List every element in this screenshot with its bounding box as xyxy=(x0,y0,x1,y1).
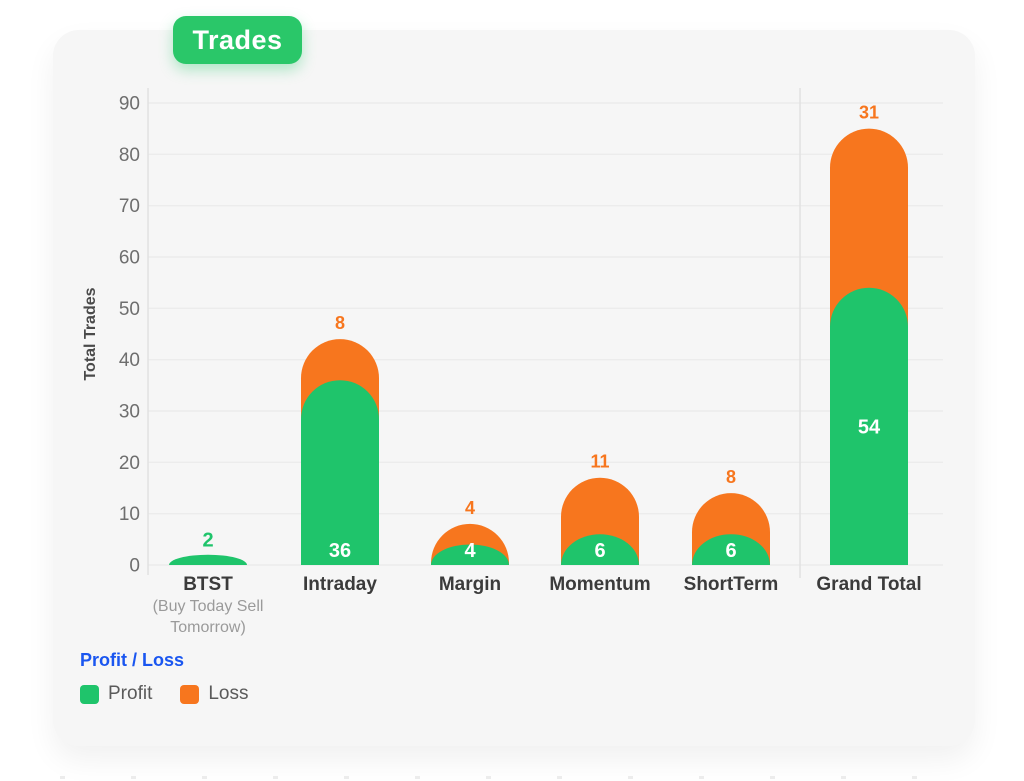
chart-title: Trades xyxy=(192,24,283,55)
loss-swatch-icon xyxy=(180,684,200,704)
category-sublabel: (Buy Today Sell xyxy=(153,598,264,615)
y-tick-label: 70 xyxy=(119,196,140,217)
category-label-margin: Margin xyxy=(439,574,501,595)
legend-title: Profit / Loss xyxy=(80,650,185,670)
legend-item-label: Profit xyxy=(108,683,153,704)
category-sublabel: Tomorrow) xyxy=(170,619,246,636)
legend-row: Profit Loss xyxy=(80,683,249,705)
legend-item-loss[interactable]: Loss xyxy=(180,683,249,705)
bar-segment-profit-intraday[interactable] xyxy=(301,380,379,565)
profit-value-label: 6 xyxy=(725,540,736,562)
cropped-text-artifact xyxy=(60,776,980,779)
y-tick-label: 0 xyxy=(129,556,140,577)
category-label-btst: BTST xyxy=(183,574,233,595)
bar-segment-profit-btst[interactable] xyxy=(169,554,247,565)
y-tick-label: 30 xyxy=(119,402,140,423)
y-tick-label: 10 xyxy=(119,504,140,525)
legend: Profit / Loss Profit Loss xyxy=(80,650,249,705)
loss-value-label: 31 xyxy=(859,103,879,123)
profit-value-label: 4 xyxy=(464,540,476,562)
loss-value-label: 8 xyxy=(726,467,736,487)
category-label-grand-total: Grand Total xyxy=(816,574,921,595)
bar-segment-profit-momentum[interactable] xyxy=(561,534,639,565)
profit-value-label: 2 xyxy=(202,530,213,552)
y-tick-label: 90 xyxy=(119,94,140,115)
y-axis-title: Total Trades xyxy=(82,287,99,380)
loss-value-label: 8 xyxy=(335,313,345,333)
bar-segment-profit-grand-total[interactable] xyxy=(830,287,908,565)
legend-item-profit[interactable]: Profit xyxy=(80,683,152,705)
category-label-momentum: Momentum xyxy=(549,574,650,595)
profit-value-label: 6 xyxy=(594,540,605,562)
category-label-shortterm: ShortTerm xyxy=(684,574,779,595)
legend-item-label: Loss xyxy=(208,683,249,704)
y-tick-label: 40 xyxy=(119,350,140,371)
y-tick-label: 20 xyxy=(119,453,140,474)
profit-value-label: 54 xyxy=(858,416,881,438)
y-tick-label: 60 xyxy=(119,248,140,269)
chart-card xyxy=(53,30,975,746)
loss-value-label: 4 xyxy=(465,498,475,518)
y-tick-label: 80 xyxy=(119,145,140,166)
title-badge: Trades xyxy=(173,16,302,64)
bar-segment-profit-shortterm[interactable] xyxy=(692,534,770,565)
bar-segment-profit-margin[interactable] xyxy=(431,544,509,565)
profit-swatch-icon xyxy=(80,684,99,704)
loss-value-label: 11 xyxy=(590,452,609,472)
y-tick-label: 50 xyxy=(119,299,140,320)
category-label-intraday: Intraday xyxy=(303,574,377,595)
profit-value-label: 36 xyxy=(329,540,351,562)
